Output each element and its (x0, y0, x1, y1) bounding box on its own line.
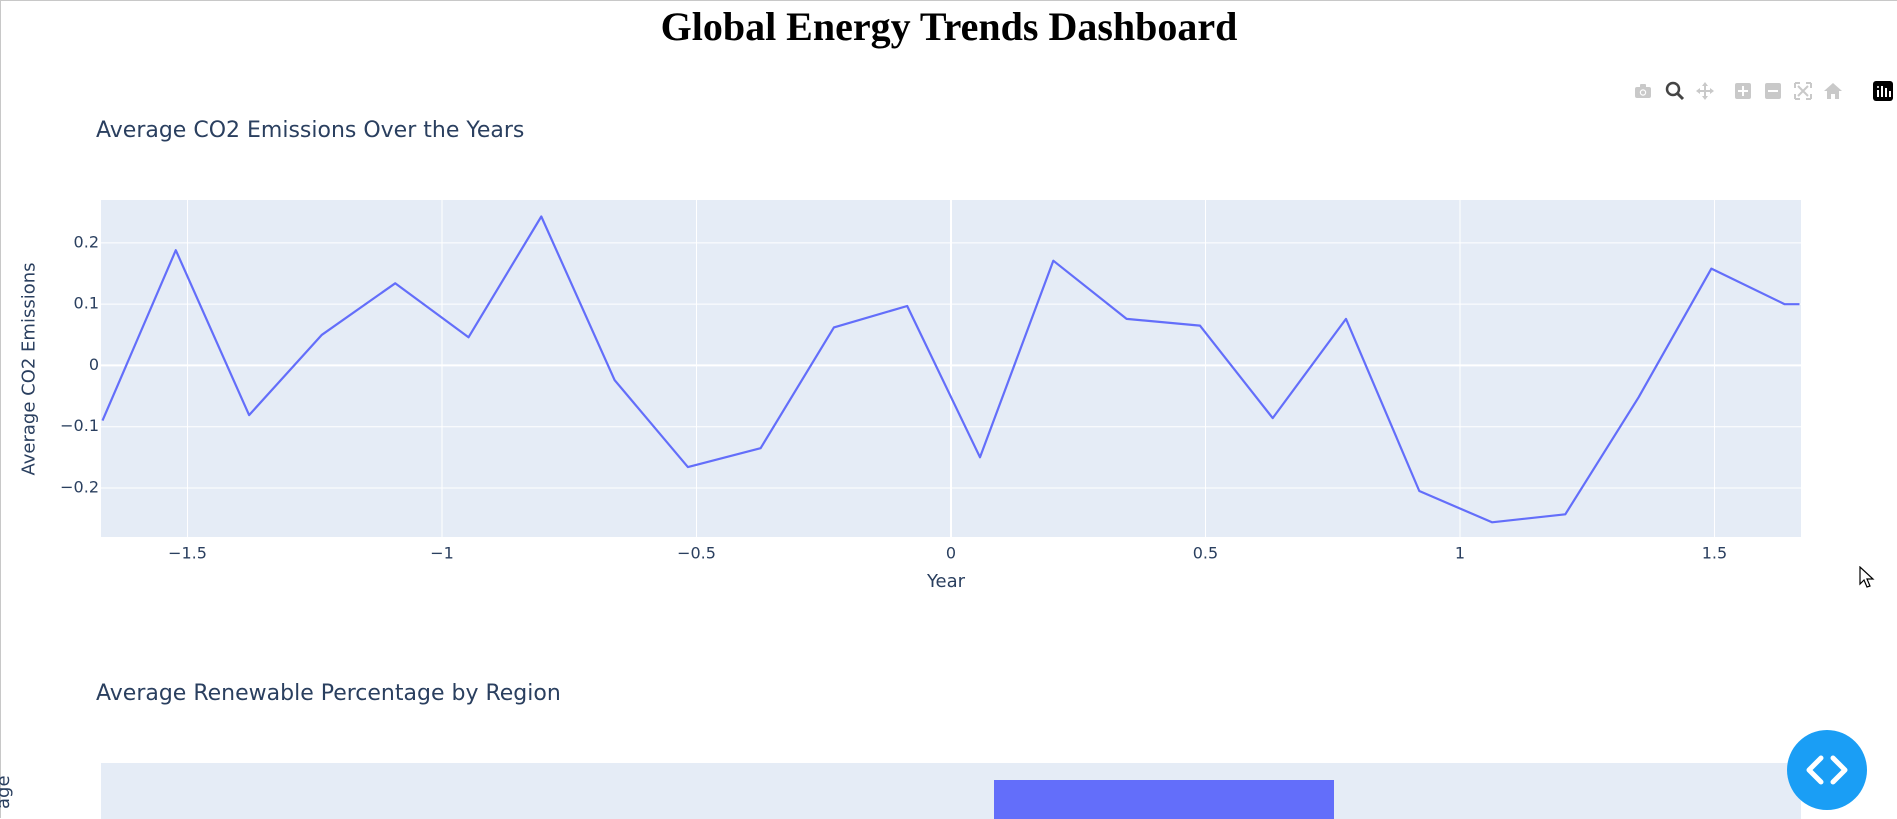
y-tick-label: 0 (89, 355, 99, 374)
x-tick-label: 0.5 (1193, 544, 1218, 563)
x-tick-label: −0.5 (677, 544, 716, 563)
reset-axes-icon[interactable] (1821, 79, 1845, 103)
y-tick-label: −0.2 (60, 477, 99, 496)
autoscale-icon[interactable] (1791, 79, 1815, 103)
x-tick-label: −1.5 (168, 544, 207, 563)
plotly-logo-icon[interactable] (1871, 79, 1895, 103)
y-tick-label: −0.1 (60, 416, 99, 435)
renewable-bar (994, 780, 1334, 819)
mouse-pointer-icon (1859, 566, 1875, 588)
code-toggle-button[interactable] (1787, 730, 1867, 810)
x-tick-label: 1.5 (1702, 544, 1727, 563)
x-tick-label: 1 (1455, 544, 1465, 563)
y-tick-label: 0.1 (74, 294, 99, 313)
x-tick-label: −1 (430, 544, 454, 563)
plot-area-2 (101, 763, 1801, 819)
chart-title: Average CO2 Emissions Over the Years (96, 118, 525, 143)
camera-icon[interactable] (1631, 79, 1655, 103)
chart2-title: Average Renewable Percentage by Region (96, 681, 561, 706)
x-axis-title: Year (926, 571, 966, 592)
co2-series-line (101, 215, 1800, 524)
y-tick-label: 0.2 (74, 232, 99, 251)
x-tick-label: 0 (946, 544, 956, 563)
page-title: Global Energy Trends Dashboard (660, 4, 1238, 49)
zoom-out-icon[interactable] (1761, 79, 1785, 103)
code-icon (1806, 755, 1848, 785)
zoom-in-icon[interactable] (1731, 79, 1755, 103)
pan-icon[interactable] (1693, 79, 1717, 103)
zoom-icon[interactable] (1663, 79, 1687, 103)
